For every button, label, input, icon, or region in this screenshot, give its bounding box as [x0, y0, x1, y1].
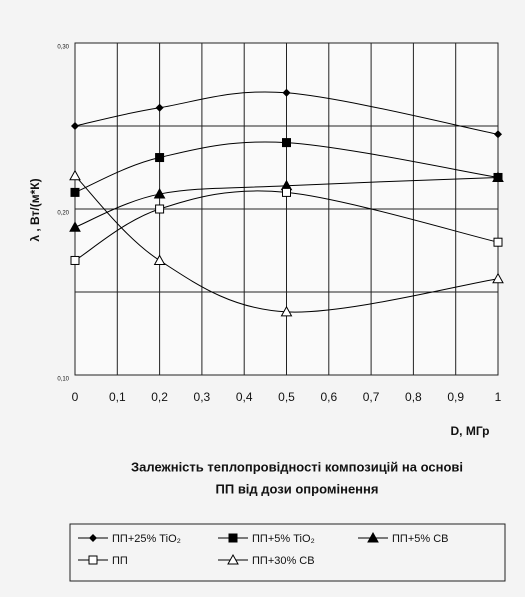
marker	[70, 255, 80, 265]
series-line	[74, 91, 499, 135]
legend-label: ПП	[112, 555, 128, 567]
x-tick-label: 0,6	[320, 390, 337, 404]
legend-marker	[227, 553, 239, 565]
x-tick-label: 0,9	[447, 390, 464, 404]
marker	[69, 221, 81, 232]
y-tick-label: 0,20	[57, 211, 69, 217]
series-line	[74, 190, 499, 261]
y-tick-label: 0,30	[57, 45, 69, 51]
x-tick-label: 1	[495, 390, 502, 404]
legend-marker	[88, 555, 98, 565]
marker	[493, 237, 503, 247]
marker	[494, 130, 502, 139]
marker	[282, 187, 291, 197]
marker	[492, 272, 504, 284]
marker	[280, 305, 293, 317]
series-line	[74, 175, 499, 313]
chart-title: ПП від дози опромінення	[216, 481, 379, 496]
chart-title: Залежність теплопровідності композицій н…	[131, 459, 463, 474]
x-tick-label: 0,8	[405, 390, 422, 404]
marker	[282, 88, 291, 97]
marker	[282, 138, 291, 148]
legend-label: ПП+25% TiO₂	[112, 533, 181, 545]
series-line	[74, 141, 499, 193]
marker	[492, 171, 504, 182]
legend-box	[69, 523, 506, 582]
x-tick-label: 0	[72, 390, 79, 404]
marker	[153, 254, 166, 265]
marker	[153, 188, 166, 199]
x-axis-label: D, МГр	[450, 424, 489, 438]
legend-marker	[89, 534, 97, 542]
marker	[69, 169, 81, 181]
series-line	[74, 176, 499, 228]
y-tick-label: 0,10	[57, 377, 69, 383]
x-tick-label: 0,2	[151, 390, 168, 404]
x-tick-label: 0,4	[236, 390, 253, 404]
marker	[155, 103, 164, 112]
marker	[70, 187, 80, 197]
legend-label: ПП+5% СВ	[392, 533, 448, 545]
marker	[155, 204, 165, 214]
marker	[155, 153, 165, 163]
x-tick-label: 0,1	[109, 390, 126, 404]
marker	[71, 122, 79, 130]
legend-label: ПП+30% СВ	[252, 555, 315, 567]
y-axis-label: λ , Вт/(м*К)	[28, 178, 42, 241]
x-tick-label: 0,5	[278, 390, 295, 404]
legend-marker	[367, 531, 379, 543]
legend-label: ПП+5% TiO₂	[252, 533, 315, 545]
x-tick-label: 0,7	[363, 390, 380, 404]
x-tick-label: 0,3	[194, 390, 211, 404]
legend-marker	[228, 533, 238, 543]
